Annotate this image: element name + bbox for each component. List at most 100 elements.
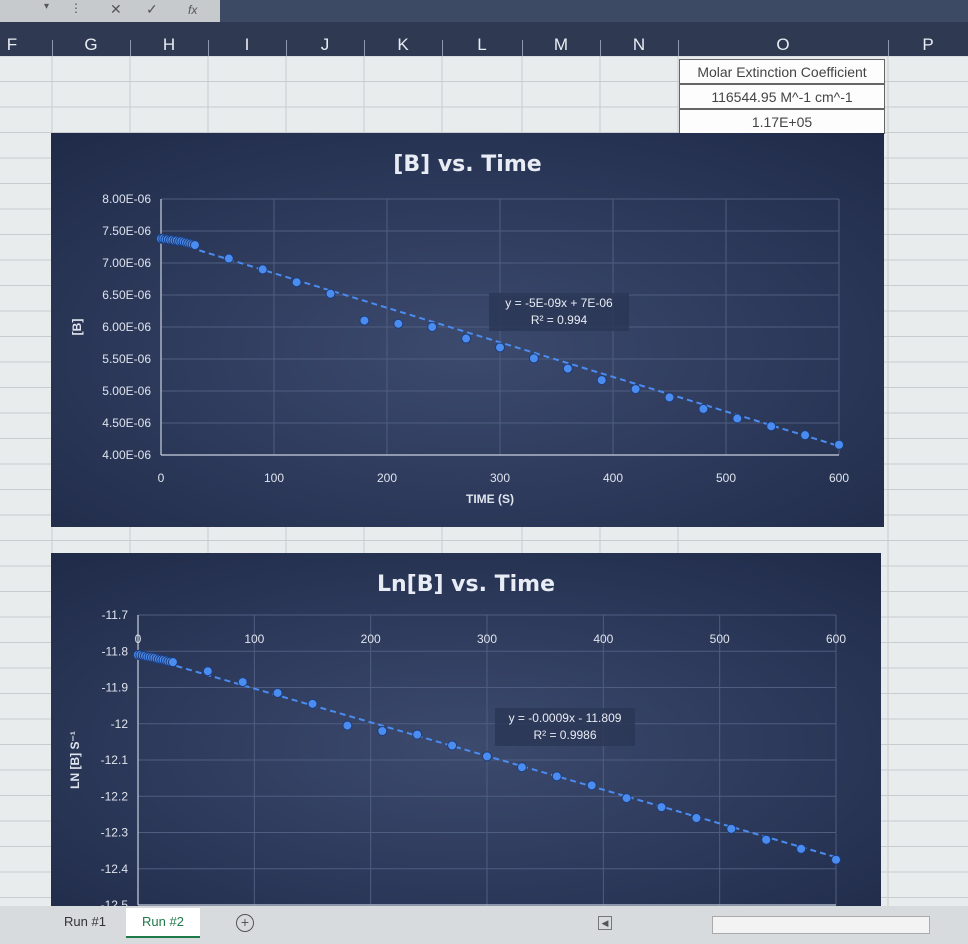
col-header-l[interactable]: L bbox=[477, 35, 487, 54]
trendline-equation: y = -5E-09x + 7E-06 bbox=[505, 296, 613, 310]
trendline-r2: R² = 0.994 bbox=[531, 313, 588, 327]
data-point bbox=[621, 793, 632, 804]
col-header-g[interactable]: G bbox=[84, 35, 98, 54]
x-tick-label: 300 bbox=[477, 632, 497, 646]
add-sheet-icon[interactable]: + bbox=[236, 914, 254, 932]
formula-bar-buttons: ▾ ⋮ ✕ ✓ fx bbox=[0, 0, 220, 22]
y-tick-label: -11.9 bbox=[102, 681, 129, 695]
y-tick-label: -12.3 bbox=[101, 826, 129, 840]
col-header-o[interactable]: O bbox=[776, 35, 790, 54]
name-box-dropdown-icon[interactable]: ▾ bbox=[44, 1, 50, 12]
data-point bbox=[586, 780, 597, 791]
col-header-k[interactable]: K bbox=[397, 35, 409, 54]
x-icon[interactable]: ✕ bbox=[110, 1, 122, 17]
y-tick-label: 7.50E-06 bbox=[102, 224, 151, 238]
sheet-tab-run-2[interactable]: Run #2 bbox=[126, 908, 200, 938]
chart-title: Ln[B] vs. Time bbox=[377, 572, 555, 597]
data-point bbox=[377, 726, 388, 736]
y-tick-label: -12.4 bbox=[101, 862, 129, 876]
col-header-h[interactable]: H bbox=[162, 35, 176, 54]
data-point bbox=[726, 823, 737, 834]
y-tick-label: 5.50E-06 bbox=[102, 352, 151, 366]
x-tick-label: 0 bbox=[135, 632, 142, 646]
sheet-tab-bar: Run #1 Run #2 + ◀ bbox=[0, 906, 968, 944]
chart-b-vs-time[interactable]: [B] vs. Time 0 100 200 300 400 500 600 4.00E-06 4… bbox=[51, 133, 884, 527]
trendline bbox=[160, 237, 840, 447]
x-tick-label: 600 bbox=[829, 471, 849, 485]
x-tick-label: 400 bbox=[603, 471, 623, 485]
x-tick-label: 0 bbox=[158, 471, 165, 485]
data-point bbox=[516, 762, 527, 773]
data-point bbox=[596, 375, 607, 386]
data-point bbox=[551, 771, 562, 782]
horizontal-scrollbar[interactable] bbox=[712, 916, 930, 934]
chart-background bbox=[51, 133, 884, 527]
check-icon[interactable]: ✓ bbox=[146, 1, 158, 17]
y-tick-label: -12.2 bbox=[101, 789, 129, 803]
data-point bbox=[167, 657, 178, 668]
y-axis-label: LN [B] S⁻¹ bbox=[68, 731, 82, 789]
data-point bbox=[272, 687, 283, 698]
trendline-r2: R² = 0.9986 bbox=[533, 728, 596, 742]
y-tick-label: 6.50E-06 bbox=[102, 288, 151, 302]
col-header-m[interactable]: M bbox=[553, 35, 569, 54]
data-point bbox=[412, 729, 423, 740]
x-axis-label: TIME (S) bbox=[466, 492, 514, 506]
data-point bbox=[202, 666, 213, 677]
col-header-j[interactable]: J bbox=[320, 35, 330, 54]
data-point bbox=[482, 751, 492, 762]
x-tick-label: 300 bbox=[490, 471, 510, 485]
x-tick-label: 500 bbox=[716, 471, 736, 485]
x-tick-label: 200 bbox=[361, 632, 381, 646]
data-point bbox=[528, 353, 539, 364]
data-point bbox=[495, 342, 505, 353]
data-point bbox=[325, 288, 336, 299]
data-point bbox=[732, 413, 743, 424]
data-point bbox=[359, 315, 370, 326]
col-header-i[interactable]: I bbox=[244, 35, 250, 54]
x-tick-label: 200 bbox=[377, 471, 397, 485]
extinction-value-cell[interactable]: 116544.95 M^-1 cm^-1 bbox=[679, 84, 885, 109]
data-point bbox=[237, 677, 248, 688]
data-point bbox=[691, 813, 702, 823]
data-point bbox=[461, 333, 472, 344]
x-tick-label: 500 bbox=[710, 632, 730, 646]
x-tick-label: 400 bbox=[593, 632, 613, 646]
data-point bbox=[307, 698, 318, 709]
formula-input[interactable] bbox=[222, 0, 968, 22]
extinction-sci-cell[interactable]: 1.17E+05 bbox=[679, 109, 885, 134]
chart-background bbox=[51, 553, 881, 906]
col-header-f[interactable]: F bbox=[6, 35, 18, 54]
trendline-equation: y = -0.0009x - 11.809 bbox=[509, 711, 622, 725]
data-point bbox=[342, 720, 353, 731]
data-point bbox=[698, 403, 709, 414]
sheet-tab-run-1[interactable]: Run #1 bbox=[64, 914, 106, 929]
data-point bbox=[656, 802, 667, 813]
fx-icon[interactable]: fx bbox=[188, 3, 198, 17]
data-point bbox=[796, 843, 807, 854]
chart-ln-b-vs-time[interactable]: Ln[B] vs. Time 0 100 200 300 400 500 600 -12.5 -1… bbox=[51, 553, 881, 906]
y-tick-label: 5.00E-06 bbox=[102, 384, 151, 398]
col-header-p[interactable]: P bbox=[922, 35, 934, 54]
data-point bbox=[427, 322, 438, 332]
col-header-n[interactable]: N bbox=[632, 35, 646, 54]
y-axis-label: [B] bbox=[70, 319, 84, 336]
y-tick-label: -12.5 bbox=[101, 898, 129, 906]
equation-box bbox=[489, 293, 629, 331]
extinction-header-cell[interactable]: Molar Extinction Coefficient bbox=[679, 59, 885, 84]
formula-bar: ▾ ⋮ ✕ ✓ fx bbox=[0, 0, 968, 22]
data-point bbox=[664, 392, 675, 403]
data-point bbox=[223, 253, 234, 264]
y-tick-label: -12 bbox=[111, 717, 129, 731]
data-point bbox=[630, 384, 641, 395]
y-tick-label: 4.00E-06 bbox=[102, 448, 151, 462]
x-tick-label: 100 bbox=[244, 632, 264, 646]
equation-box bbox=[495, 708, 635, 746]
scroll-left-icon[interactable]: ◀ bbox=[598, 916, 612, 930]
more-options-icon[interactable]: ⋮ bbox=[70, 1, 82, 15]
y-tick-label: 4.50E-06 bbox=[102, 416, 151, 430]
x-tick-label: 100 bbox=[264, 471, 284, 485]
y-tick-label: -11.8 bbox=[102, 644, 129, 658]
y-tick-label: -12.1 bbox=[101, 753, 129, 767]
column-header-row: F G H I J K L M N O P bbox=[0, 22, 968, 56]
